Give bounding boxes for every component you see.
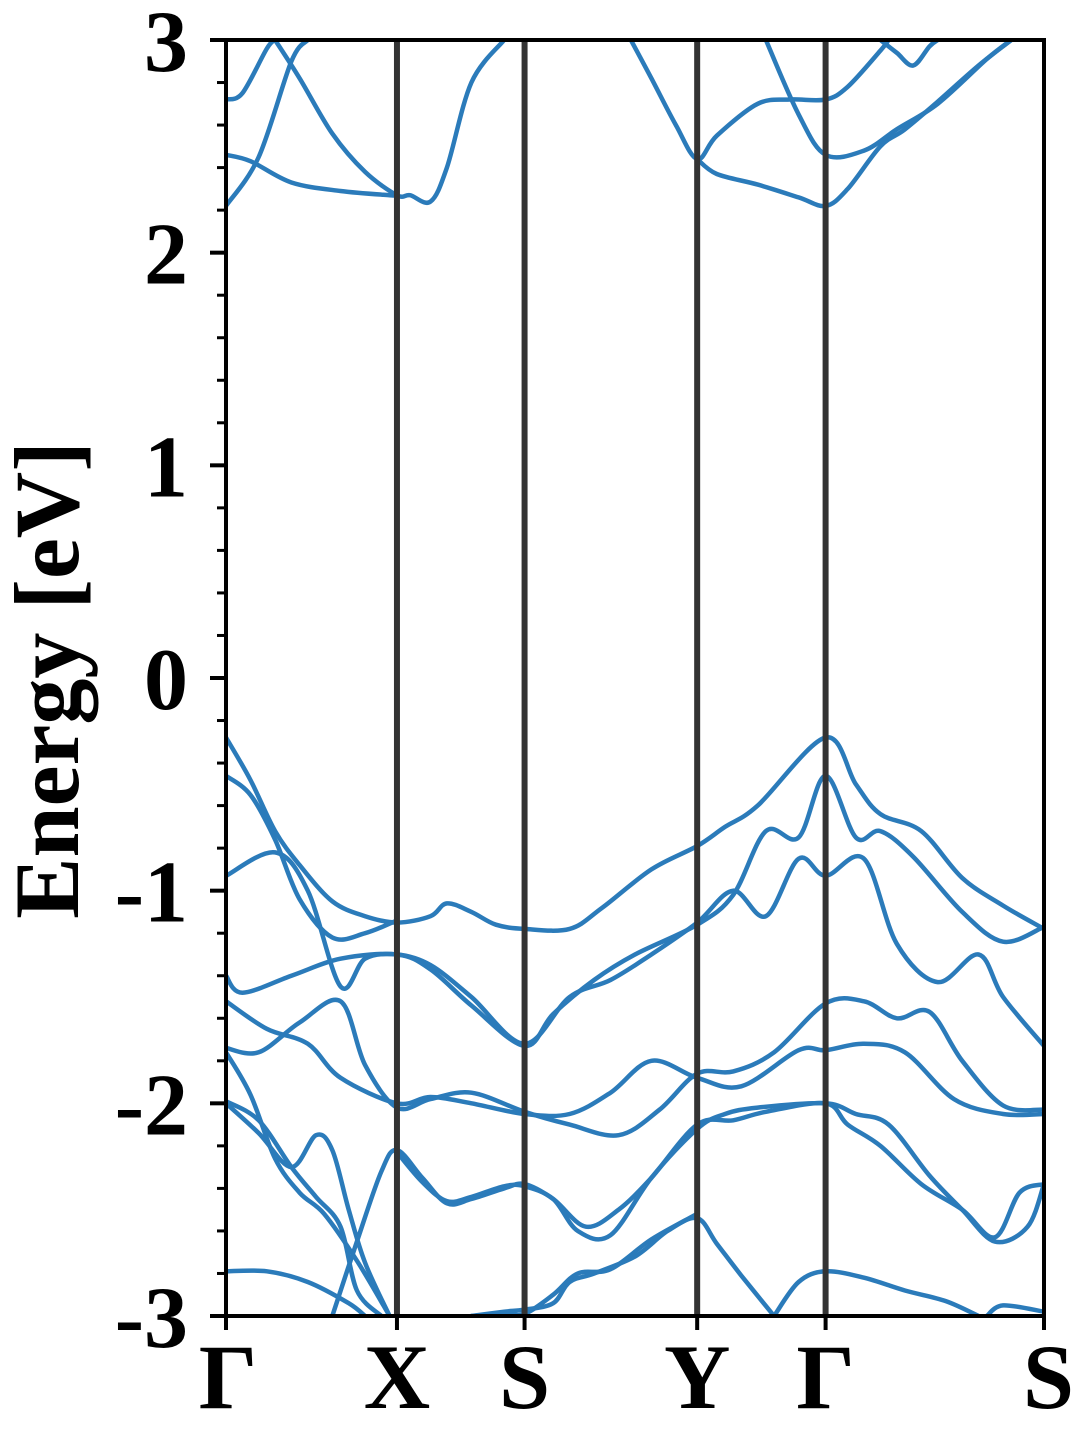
band-line-8 [878, 40, 940, 68]
y-tick-label: -1 [115, 845, 188, 942]
y-tick-label: 1 [144, 419, 188, 516]
y-axis-label: Energy [eV] [0, 441, 98, 919]
plot-frame [224, 38, 1046, 1318]
band-line-11 [226, 850, 1044, 1049]
x-tick-label: S [1023, 1326, 1074, 1428]
band-line-5 [628, 40, 891, 162]
band-line-23 [771, 1268, 981, 1316]
x-tick-label: S [499, 1326, 550, 1428]
band-line-24 [984, 1303, 1044, 1316]
x-tick-label: Γ [199, 1326, 258, 1428]
band-line-6 [694, 40, 1014, 209]
y-tick-label: 2 [144, 207, 188, 304]
band-line-22 [469, 1211, 700, 1316]
x-tick-label: Y [664, 1326, 730, 1428]
high-symmetry-lines [393, 40, 829, 1316]
band-line-13 [226, 999, 1044, 1119]
band-line-9 [226, 735, 1044, 933]
y-tick-label: -2 [115, 1057, 188, 1154]
y-tick-label: 3 [144, 0, 188, 91]
band-line-3 [226, 40, 278, 102]
band-line-10 [226, 773, 400, 942]
band-line-7 [763, 40, 1014, 160]
band-line-21 [469, 1215, 777, 1316]
x-tick-label: Γ [796, 1326, 855, 1428]
band-line-20 [226, 1268, 368, 1316]
y-tick-label: -3 [115, 1270, 188, 1367]
band-line-19 [394, 1100, 1044, 1245]
band-line-12 [226, 773, 1044, 1049]
band-line-14 [226, 995, 1044, 1138]
band-line-16 [226, 1101, 392, 1316]
y-axis-ticks: 3 2 1 0 -1 -2 -3 [115, 0, 226, 1367]
band-line-17 [226, 1098, 384, 1316]
band-lines [226, 40, 1044, 1316]
x-tick-label: X [364, 1326, 430, 1428]
band-line-2 [226, 152, 400, 198]
band-line-18 [330, 1100, 1044, 1316]
band-line-1 [226, 40, 311, 209]
y-tick-label: 0 [144, 632, 188, 729]
band-line-4 [272, 40, 507, 205]
band-line-15 [226, 1050, 392, 1316]
